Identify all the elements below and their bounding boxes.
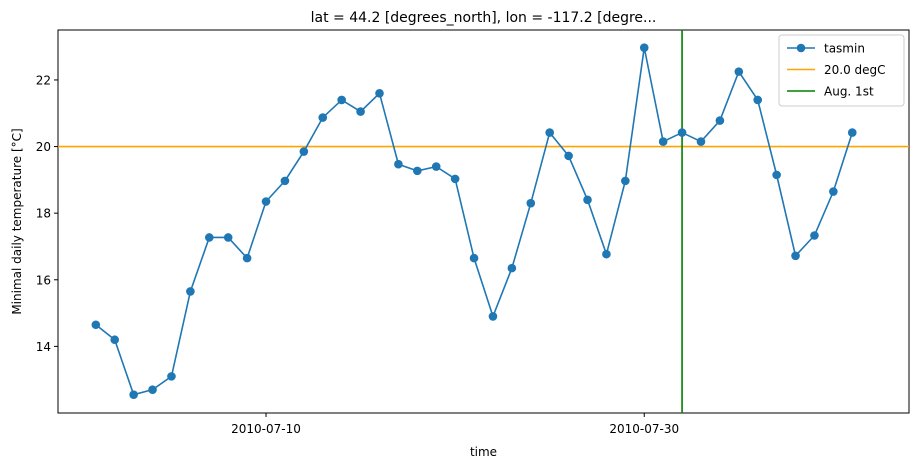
y-tick-label: 22 <box>36 73 51 87</box>
tasmin-data-point <box>375 88 384 98</box>
x-tick-label: 2010-07-30 <box>609 422 679 436</box>
x-tick-label: 2010-07-10 <box>231 422 301 436</box>
tasmin-data-point <box>261 197 271 206</box>
tasmin-data-point <box>167 372 176 381</box>
tasmin-data-point <box>204 233 214 242</box>
tasmin-data-point <box>583 195 592 205</box>
tasmin-data-point <box>810 231 819 240</box>
y-axis-ticks: 14 16 18 20 22 <box>36 73 58 354</box>
tasmin-data-point <box>602 249 611 259</box>
tasmin-data-point <box>658 137 668 146</box>
tasmin-data-point <box>242 253 252 263</box>
series-layer <box>91 43 857 399</box>
x-axis-label: time <box>470 445 497 459</box>
tasmin-data-point <box>129 390 138 399</box>
legend: tasmin 20.0 degC Aug. 1st <box>778 34 905 107</box>
y-axis-label: Minimal daily temperature [°C] <box>10 128 24 314</box>
tasmin-data-point <box>677 128 687 137</box>
tasmin-data-point <box>753 95 763 105</box>
tasmin-data-point <box>507 263 517 273</box>
chart-title: lat = 44.2 [degrees_north], lon = -117.2… <box>311 10 657 26</box>
x-axis-ticks: 2010-07-10 2010-07-30 <box>231 413 679 436</box>
tasmin-data-point <box>450 174 460 184</box>
tasmin-data-point <box>186 287 195 296</box>
plot-area <box>57 29 910 414</box>
tasmin-data-point <box>91 320 101 330</box>
tasmin-data-point <box>526 198 536 208</box>
legend-entry-tasmin-marker <box>796 43 806 53</box>
tasmin-data-point <box>299 147 309 156</box>
y-tick-label: 18 <box>36 207 51 221</box>
tasmin-data-point <box>356 107 365 116</box>
legend-box <box>778 34 905 107</box>
tasmin-data-point <box>469 253 479 263</box>
tasmin-data-point <box>280 176 290 186</box>
tasmin-data-point <box>110 335 120 345</box>
tasmin-data-point <box>413 166 422 176</box>
tasmin-data-point <box>734 67 744 76</box>
tasmin-data-point <box>621 176 630 186</box>
tasmin-data-point <box>639 43 649 52</box>
y-tick-label: 20 <box>36 140 51 154</box>
tasmin-data-point <box>545 128 554 137</box>
tasmin-data-point <box>488 312 498 321</box>
tasmin-data-point <box>772 170 781 180</box>
tasmin-data-point <box>148 385 157 394</box>
legend-entry-20-degc-label: 20.0 degC <box>824 63 886 77</box>
tasmin-data-point <box>223 233 233 242</box>
tasmin-data-point <box>715 116 725 125</box>
tasmin-data-point <box>847 128 857 137</box>
tasmin-data-point <box>318 113 328 122</box>
tasmin-data-point <box>564 151 573 161</box>
tasmin-data-point <box>337 95 346 105</box>
tasmin-data-point <box>696 137 706 146</box>
legend-entry-tasmin-label: tasmin <box>824 42 865 56</box>
y-tick-label: 14 <box>36 340 51 354</box>
tasmin-data-point <box>431 162 441 171</box>
tasmin-data-point <box>791 251 800 261</box>
tasmin-data-point <box>829 187 838 196</box>
legend-entry-aug-1st-label: Aug. 1st <box>824 85 874 99</box>
y-tick-label: 16 <box>36 273 51 287</box>
tasmin-data-point <box>394 159 403 169</box>
